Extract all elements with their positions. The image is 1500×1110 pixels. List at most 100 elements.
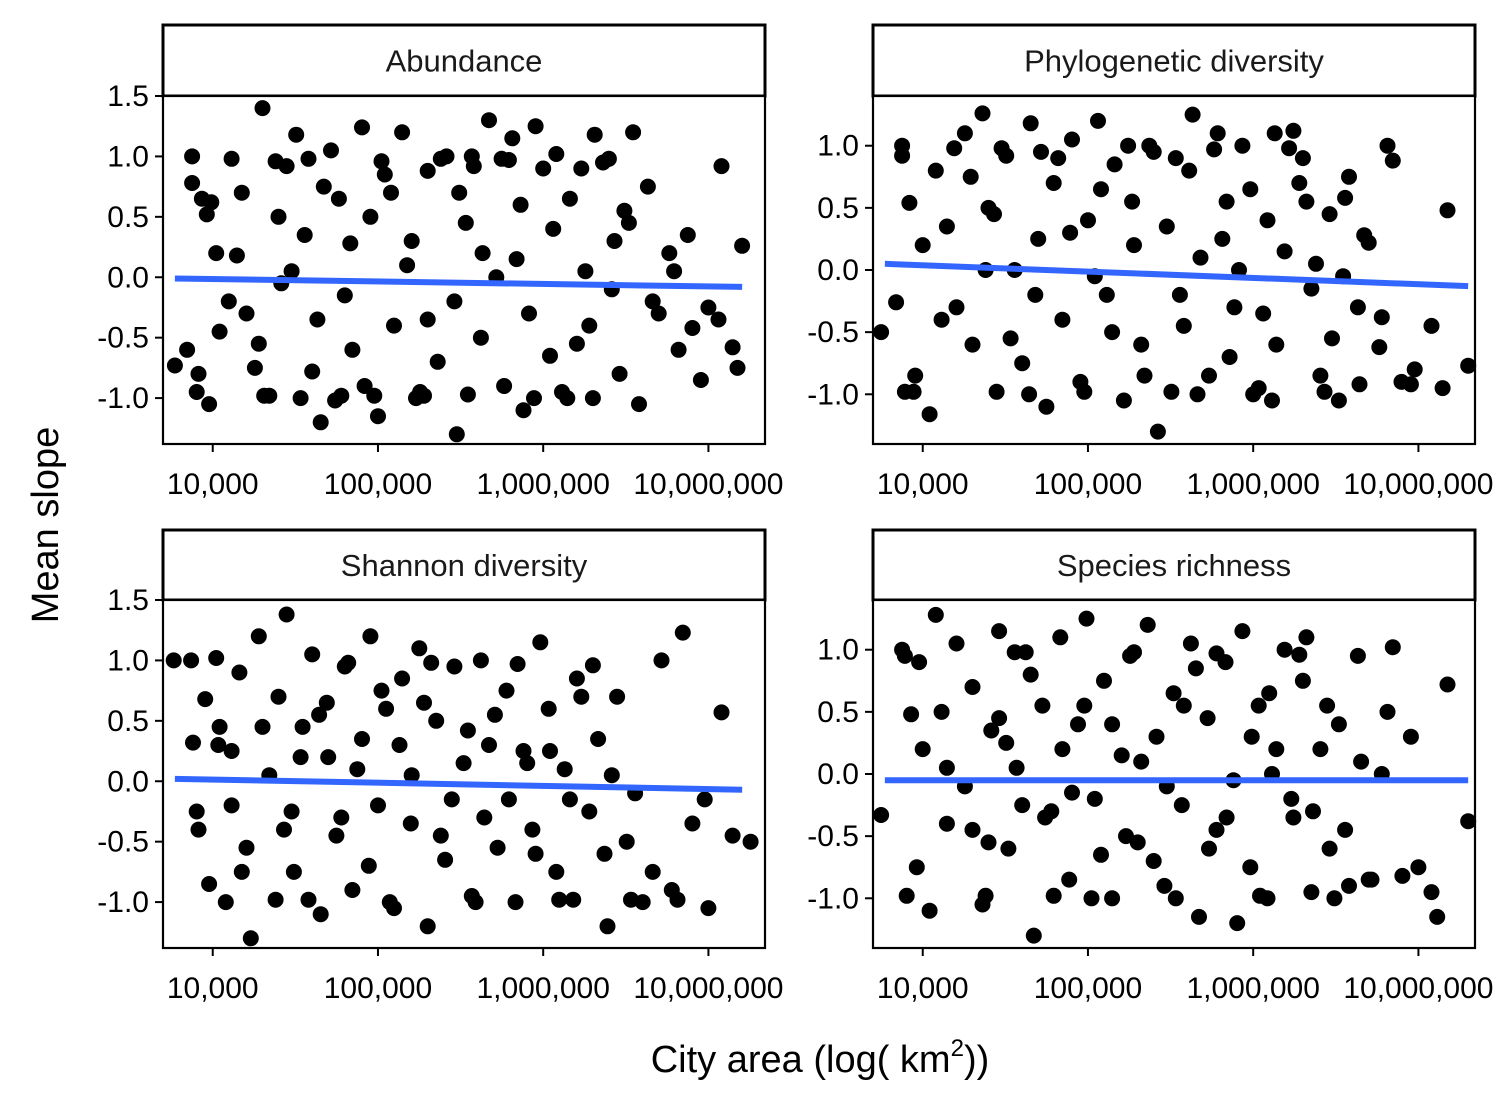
- data-point: [894, 147, 911, 164]
- data-point: [373, 153, 390, 170]
- data-point: [211, 718, 228, 735]
- data-point: [356, 378, 373, 394]
- data-point: [489, 839, 506, 856]
- y-tick-label: 0.5: [107, 705, 149, 738]
- data-point: [561, 190, 578, 207]
- data-point: [1261, 685, 1278, 702]
- data-point: [565, 891, 582, 908]
- data-point: [360, 857, 377, 874]
- data-point: [294, 718, 311, 735]
- data-point: [500, 152, 517, 168]
- data-point: [1356, 227, 1373, 244]
- y-axis-title: Mean slope: [25, 427, 67, 623]
- data-point: [1133, 336, 1150, 353]
- data-point: [1208, 645, 1225, 662]
- data-point: [1305, 803, 1321, 820]
- data-point: [300, 891, 317, 908]
- x-tick-label: 10,000,000: [1343, 972, 1493, 1005]
- data-point: [333, 387, 350, 404]
- data-point: [933, 703, 950, 720]
- data-point: [283, 803, 300, 820]
- data-point: [986, 206, 1002, 223]
- data-point: [1221, 349, 1238, 365]
- data-point: [250, 335, 267, 352]
- data-point: [183, 652, 200, 669]
- data-point: [927, 162, 944, 179]
- data-point: [296, 227, 313, 243]
- data-point: [1242, 181, 1259, 198]
- data-point: [242, 930, 259, 947]
- data-point: [911, 654, 928, 671]
- data-point: [548, 146, 565, 162]
- trend-line: [174, 775, 743, 793]
- data-point: [457, 214, 474, 231]
- data-point: [423, 654, 440, 671]
- data-point: [993, 140, 1010, 157]
- y-tick-label: -1.0: [807, 378, 859, 411]
- data-point: [270, 208, 287, 225]
- data-point: [653, 652, 670, 669]
- data-point: [1167, 890, 1184, 907]
- data-point: [349, 761, 366, 778]
- data-point: [1384, 152, 1401, 169]
- data-point: [1189, 386, 1206, 403]
- data-point: [526, 390, 542, 407]
- data-point: [1106, 156, 1123, 173]
- data-point: [220, 293, 237, 310]
- data-point: [455, 755, 472, 772]
- data-point: [1182, 635, 1199, 652]
- data-point: [584, 657, 601, 674]
- data-point: [977, 887, 994, 904]
- data-point: [254, 100, 271, 117]
- data-point: [185, 734, 201, 751]
- data-point: [568, 335, 585, 352]
- data-point: [1158, 218, 1175, 235]
- data-point: [1341, 877, 1357, 894]
- data-point: [618, 833, 635, 850]
- trend-line: [174, 275, 743, 290]
- data-point: [1033, 143, 1049, 160]
- data-point: [250, 628, 267, 645]
- panel-1: Abundance -1.0 -0.5 0.0 0.5 1.0 1.5 10,000 100,0…: [97, 23, 784, 501]
- data-point: [1268, 336, 1285, 353]
- data-point: [504, 130, 521, 147]
- data-point: [684, 815, 701, 832]
- data-point: [208, 245, 225, 262]
- data-point: [1124, 193, 1141, 210]
- data-point: [674, 624, 691, 641]
- data-point: [1096, 672, 1112, 689]
- data-point: [1321, 840, 1338, 857]
- data-point: [542, 743, 558, 759]
- data-point: [198, 206, 215, 223]
- data-point: [311, 706, 328, 723]
- data-point: [991, 623, 1008, 640]
- data-point: [429, 353, 446, 370]
- data-point: [713, 704, 730, 721]
- data-point: [590, 731, 607, 747]
- data-point: [190, 365, 207, 382]
- data-point: [1353, 753, 1370, 770]
- data-point: [724, 339, 741, 356]
- data-point: [328, 827, 345, 844]
- data-point: [1104, 324, 1121, 341]
- data-point: [432, 827, 449, 844]
- data-point: [998, 734, 1015, 751]
- panels-group: Abundance -1.0 -0.5 0.0 0.5 1.0 1.5 10,000 100,0…: [97, 23, 1494, 1005]
- data-point: [223, 743, 240, 759]
- data-point: [292, 749, 309, 766]
- data-point: [962, 168, 979, 185]
- data-point: [399, 257, 416, 274]
- data-point: [956, 125, 973, 142]
- data-point: [1030, 230, 1047, 247]
- data-point: [573, 160, 590, 177]
- y-tick-label: -1.0: [97, 382, 149, 415]
- data-point: [556, 761, 573, 778]
- data-point: [254, 718, 271, 735]
- data-point: [315, 178, 332, 195]
- data-point: [210, 737, 227, 753]
- data-point: [669, 891, 686, 908]
- data-point: [1209, 125, 1226, 142]
- data-point: [1104, 890, 1121, 907]
- data-point: [1133, 753, 1150, 770]
- y-tick-label: 0.5: [107, 201, 149, 234]
